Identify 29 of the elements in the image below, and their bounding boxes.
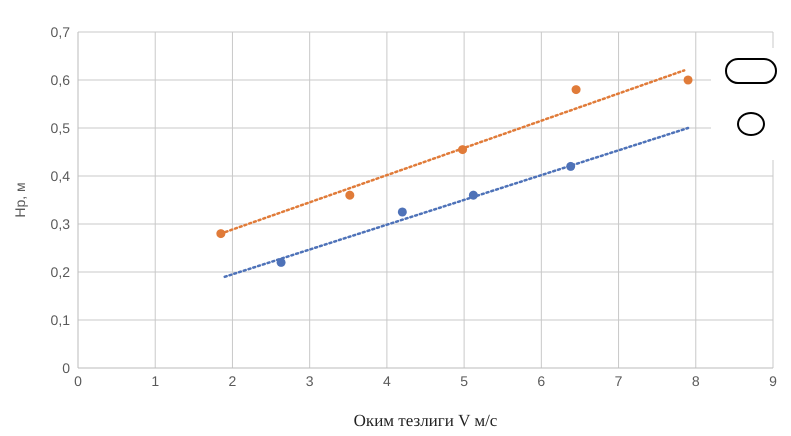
point — [345, 190, 354, 200]
x-tick-label: 8 — [692, 372, 700, 389]
x-tick-label: 6 — [537, 372, 546, 389]
point — [458, 145, 468, 154]
x-tick-label: 7 — [614, 372, 623, 389]
x-tick-label: 2 — [228, 372, 237, 389]
point — [468, 190, 478, 200]
y-tick-label: 0,3 — [50, 216, 70, 232]
y-tick-label: 0 — [62, 360, 70, 376]
x-tick-label: 5 — [460, 372, 468, 389]
point — [684, 75, 693, 85]
x-tick-label: 3 — [306, 372, 314, 389]
point — [216, 229, 226, 238]
x-tick-label: 0 — [74, 372, 82, 389]
point — [276, 258, 286, 267]
y-tick-label: 0,4 — [50, 168, 70, 184]
x-tick-label: 4 — [382, 372, 391, 389]
y-axis-title: Hp, м — [12, 182, 28, 218]
y-tick-label: 0,7 — [50, 24, 70, 40]
point — [398, 207, 407, 217]
x-tick-label: 1 — [151, 372, 160, 389]
point — [566, 162, 576, 171]
y-tick-label: 0,2 — [50, 264, 70, 280]
y-tick-label: 0,1 — [50, 312, 70, 328]
y-tick-label: 0,5 — [50, 120, 70, 136]
x-axis-title: Оким тезлиги V м/с — [354, 411, 498, 430]
x-tick-label: 9 — [769, 372, 778, 389]
point — [572, 85, 581, 94]
y-tick-label: 0,6 — [50, 72, 70, 88]
